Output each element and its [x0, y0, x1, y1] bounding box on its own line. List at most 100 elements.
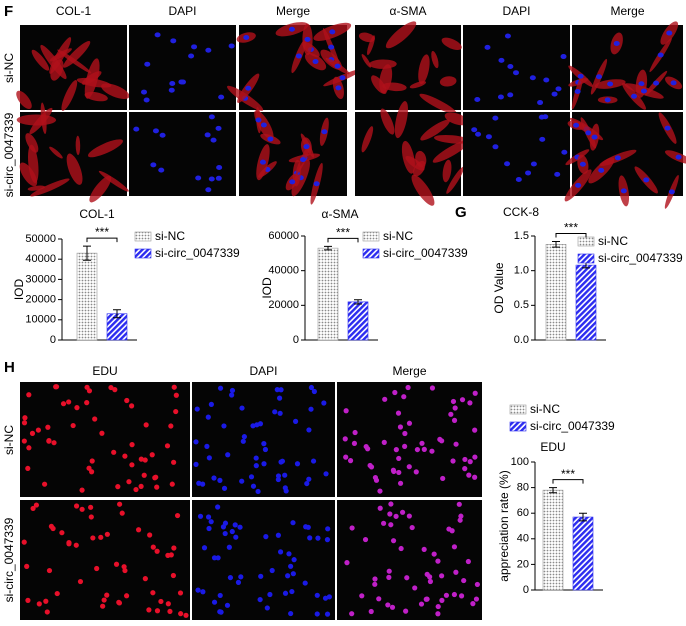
- column-label: DAPI: [168, 4, 196, 18]
- nucleus: [200, 481, 206, 487]
- y-tick-label: 0: [523, 584, 529, 596]
- nucleus: [388, 501, 394, 507]
- nucleus: [385, 602, 391, 608]
- nucleus: [288, 563, 294, 569]
- nucleus: [255, 488, 261, 495]
- nucleus: [388, 522, 394, 528]
- nucleus: [474, 96, 481, 102]
- nucleus: [595, 74, 602, 80]
- nucleus: [86, 388, 93, 394]
- nucleus: [33, 502, 40, 508]
- cell: [409, 81, 427, 89]
- nucleus: [215, 504, 221, 510]
- nucleus: [328, 44, 335, 50]
- chart-title: α-SMA: [322, 207, 359, 221]
- nucleus: [492, 144, 499, 150]
- cell: [101, 83, 130, 99]
- nucleus: [26, 392, 32, 398]
- row-label: si-NC: [2, 425, 16, 455]
- nucleus: [171, 545, 177, 551]
- cell: [441, 37, 462, 50]
- nucleus: [73, 542, 79, 548]
- nucleus: [274, 387, 280, 393]
- y-tick-label: 1.5: [514, 230, 529, 242]
- nucleus: [452, 405, 458, 411]
- nucleus: [467, 459, 473, 465]
- nucleus: [197, 513, 204, 519]
- nucleus: [217, 477, 223, 483]
- nucleus: [178, 79, 185, 85]
- micrograph: [192, 382, 335, 497]
- row-label: si-NC: [2, 53, 16, 83]
- nucleus: [393, 447, 399, 453]
- nucleus: [653, 80, 660, 86]
- nucleus: [154, 548, 160, 554]
- nucleus: [135, 527, 142, 533]
- nucleus: [282, 485, 288, 491]
- y-tick-label: 40: [517, 533, 529, 545]
- y-tick-label: 20000: [268, 299, 299, 311]
- nucleus: [88, 504, 94, 510]
- nucleus: [339, 75, 346, 81]
- nucleus: [238, 574, 244, 580]
- nucleus: [261, 461, 267, 467]
- cell: [401, 140, 415, 174]
- cell: [31, 49, 50, 71]
- image-background: [20, 382, 190, 497]
- nucleus: [53, 384, 60, 390]
- bar: [545, 244, 567, 341]
- nucleus: [399, 509, 406, 515]
- nucleus: [311, 388, 317, 395]
- y-axis-label: appreciation rate (%): [497, 470, 511, 581]
- y-axis-label: IOD: [12, 279, 26, 301]
- nucleus: [530, 161, 537, 167]
- chart-title: CCK-8: [503, 205, 539, 219]
- micrograph: [337, 500, 482, 620]
- nucleus: [306, 476, 312, 482]
- y-tick-label: 50000: [25, 233, 56, 245]
- nucleus: [314, 611, 320, 617]
- nucleus: [147, 532, 153, 538]
- nucleus: [598, 167, 605, 173]
- cell: [16, 114, 57, 126]
- nucleus: [302, 580, 308, 586]
- nucleus: [224, 602, 231, 608]
- micrograph: [355, 101, 471, 206]
- nucleus: [89, 458, 95, 464]
- nucleus: [143, 422, 149, 428]
- nucleus: [435, 558, 441, 564]
- legend-swatch: [509, 404, 527, 415]
- nucleus: [631, 93, 638, 99]
- nucleus: [269, 567, 275, 574]
- nucleus: [260, 122, 267, 128]
- cell: [418, 54, 430, 85]
- nucleus: [29, 430, 36, 436]
- nucleus: [365, 446, 371, 452]
- y-tick-label: 20: [517, 558, 529, 570]
- y-tick-label: 10000: [25, 314, 56, 326]
- column-label: Merge: [392, 364, 426, 378]
- nucleus: [22, 415, 28, 421]
- nucleus: [555, 86, 562, 92]
- cell: [379, 64, 393, 94]
- nucleus: [149, 452, 155, 458]
- nucleus: [276, 395, 283, 401]
- nucleus: [323, 471, 329, 477]
- nucleus: [232, 522, 238, 528]
- nucleus: [396, 469, 402, 476]
- nucleus: [670, 80, 677, 86]
- nucleus: [306, 427, 312, 433]
- panel-label: G: [455, 204, 467, 221]
- nucleus: [229, 392, 235, 398]
- nucleus: [210, 137, 217, 143]
- nucleus: [108, 384, 114, 391]
- nucleus: [321, 129, 328, 135]
- nucleus: [21, 420, 28, 426]
- y-tick-label: 1.0: [514, 265, 529, 277]
- nucleus: [116, 600, 123, 606]
- nucleus: [124, 397, 130, 404]
- cell: [84, 91, 108, 102]
- error-bar: [354, 299, 362, 305]
- nucleus: [497, 94, 504, 100]
- nucleus: [451, 544, 458, 550]
